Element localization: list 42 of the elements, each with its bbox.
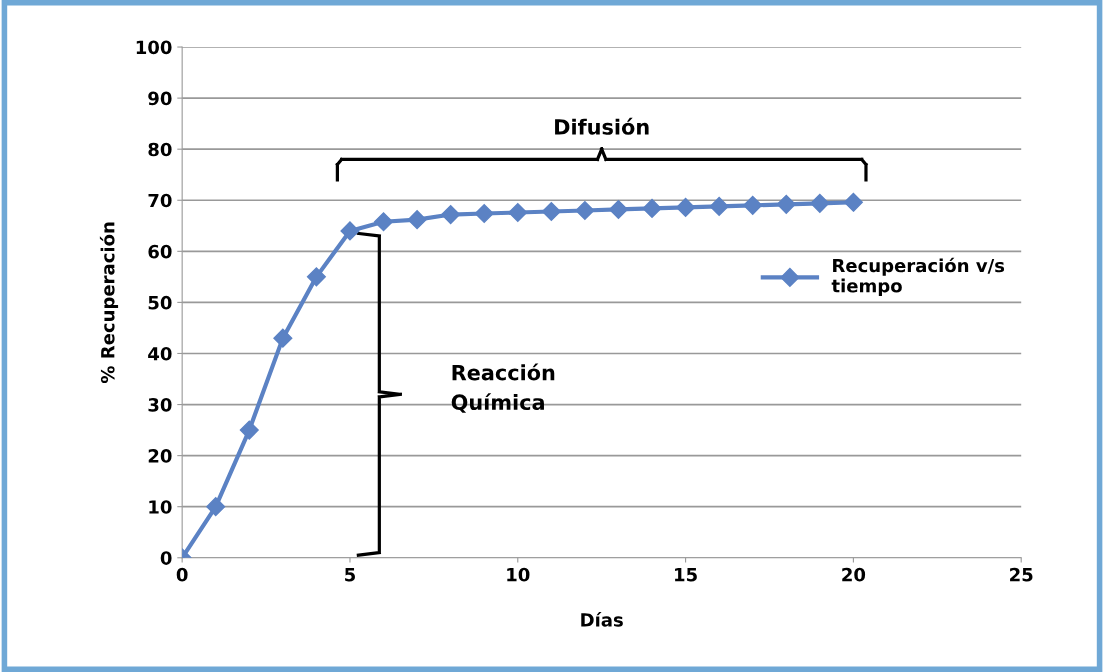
- point: [676, 197, 696, 217]
- x-tick-label: 0: [176, 567, 188, 582]
- point: [206, 497, 226, 517]
- y-tick-label: 60: [148, 244, 172, 259]
- x-tick-label: 5: [345, 568, 355, 582]
- annotation: Difusión: [555, 117, 649, 135]
- y-axis-title: % Recuperación: [99, 222, 119, 384]
- y-tick-label: 40: [148, 346, 172, 361]
- point: [709, 196, 729, 216]
- point: [743, 195, 763, 215]
- y-tick-label: 90: [148, 91, 172, 106]
- point: [407, 210, 427, 230]
- point: [575, 200, 595, 221]
- point: [608, 199, 628, 219]
- annotation: Reacción Química: [451, 363, 555, 413]
- point: [239, 420, 259, 440]
- legend-label: Recuperación v/s tiempo: [831, 257, 1005, 297]
- point: [810, 193, 830, 213]
- point: [843, 192, 863, 212]
- x-tick-label: 25: [1010, 567, 1033, 582]
- y-tick-label: 80: [148, 142, 172, 157]
- y-tick-label: 30: [148, 398, 172, 412]
- x-tick-label: 15: [675, 568, 697, 582]
- point: [541, 201, 561, 222]
- y-tick-label: 20: [148, 449, 172, 463]
- point: [776, 194, 796, 214]
- x-tick-label: 20: [842, 567, 866, 582]
- x-tick-label: 10: [507, 567, 530, 582]
- y-tick-label: 100: [136, 40, 172, 55]
- y-tick-label: 70: [148, 193, 172, 208]
- point: [474, 204, 494, 224]
- x-axis-title: Días: [581, 612, 623, 627]
- point: [508, 202, 528, 223]
- point: [306, 267, 326, 287]
- point: [373, 212, 394, 232]
- y-tick-label: 0: [160, 551, 172, 565]
- point: [273, 328, 293, 348]
- point: [642, 198, 662, 218]
- y-tick-label: 10: [149, 500, 172, 514]
- y-tick-label: 50: [148, 295, 172, 310]
- point: [441, 205, 461, 225]
- point: [340, 221, 360, 241]
